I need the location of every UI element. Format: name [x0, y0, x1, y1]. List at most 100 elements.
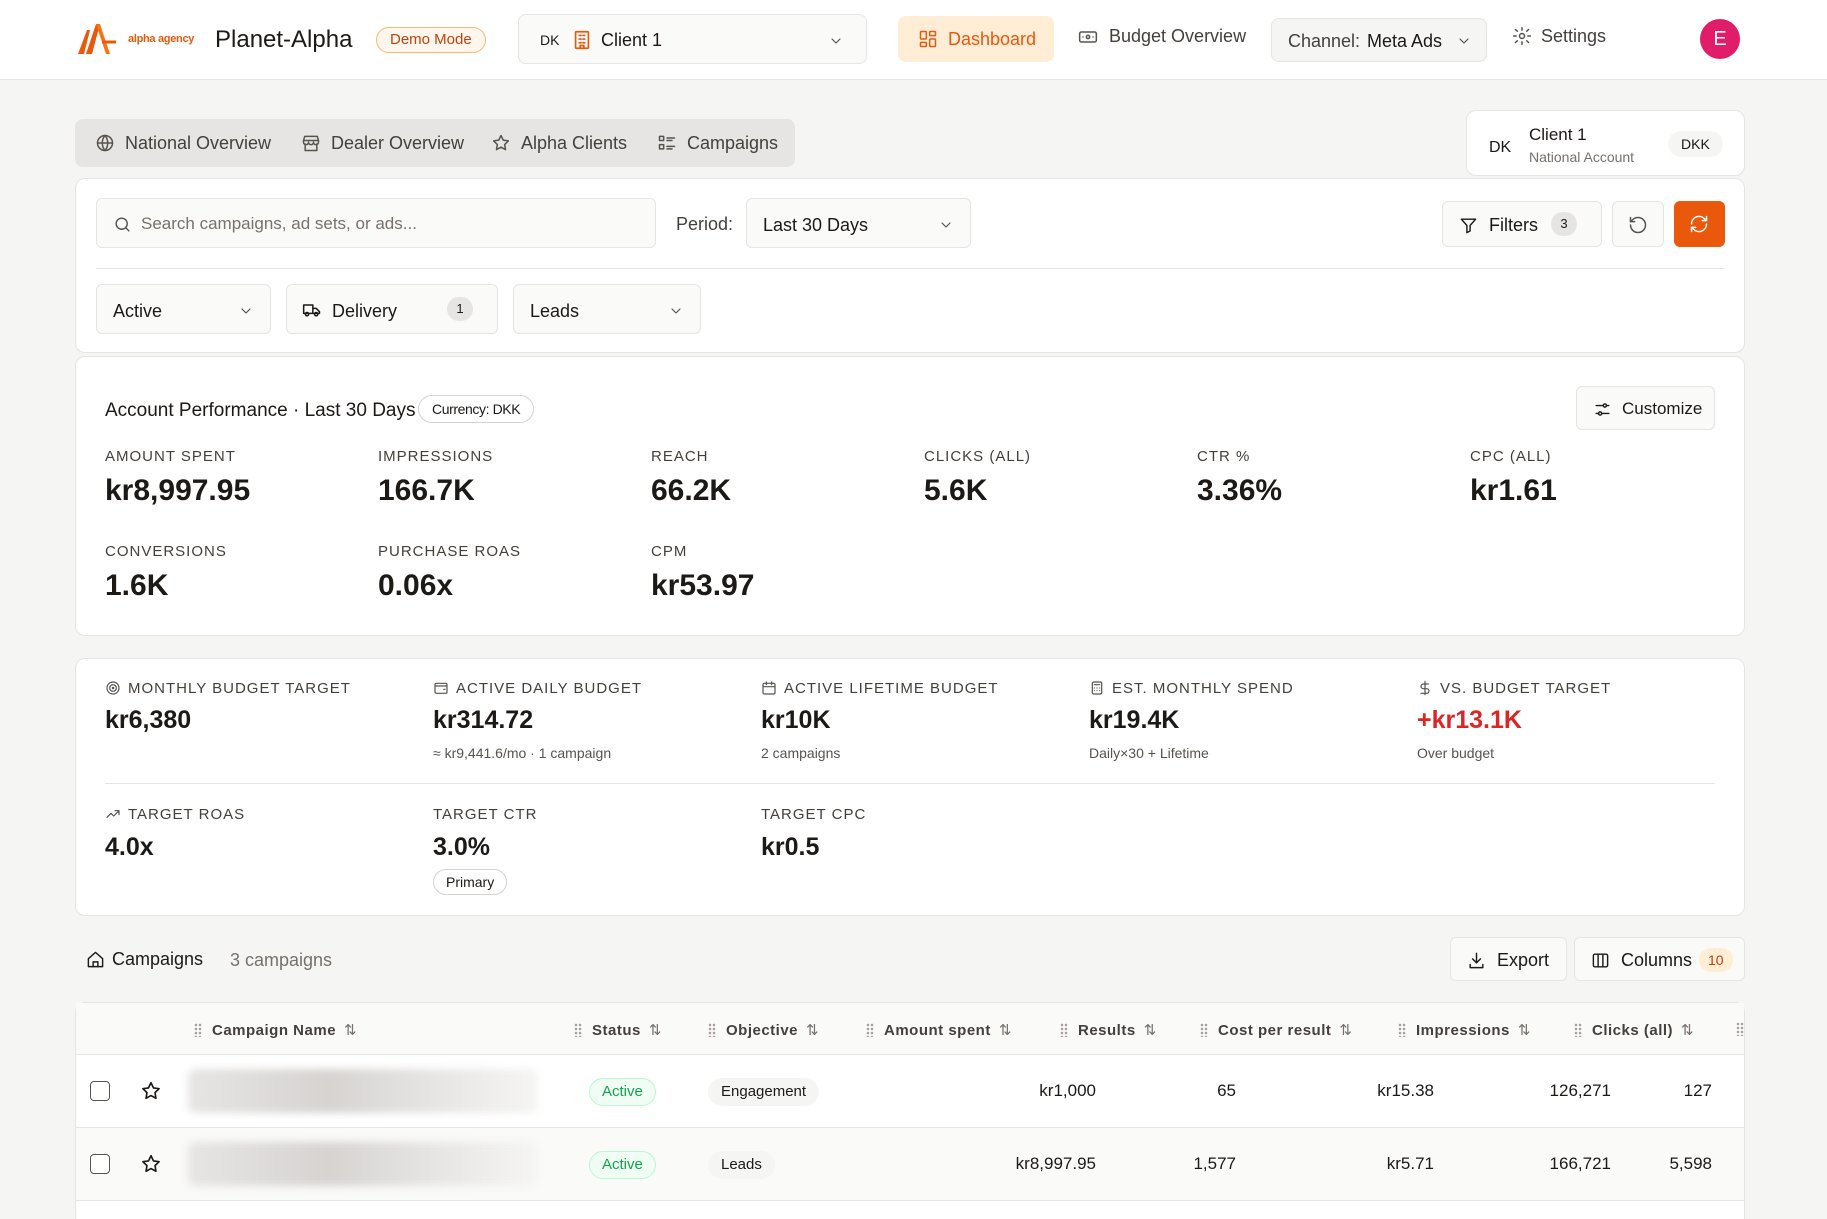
- budget-label: ACTIVE LIFETIME BUDGET: [761, 680, 999, 697]
- campaign-name-redacted[interactable]: [188, 1142, 538, 1186]
- nav-dashboard[interactable]: Dashboard: [898, 16, 1054, 62]
- filters-button[interactable]: Filters 3: [1442, 201, 1602, 247]
- objective-filter-select[interactable]: Leads: [513, 284, 701, 334]
- objective-badge: Leads: [708, 1151, 775, 1179]
- target-value: 3.0%: [433, 833, 490, 861]
- col-header-status[interactable]: Status ⇅: [574, 1021, 662, 1039]
- budget-label: ACTIVE DAILY BUDGET: [433, 680, 642, 697]
- export-button[interactable]: Export: [1450, 937, 1567, 981]
- performance-title: Account Performance · Last 30 Days: [105, 400, 416, 421]
- calculator-icon: [1091, 681, 1103, 695]
- table-row[interactable]: Active Engagement kr1,000 65 kr15.38 126…: [76, 1055, 1744, 1128]
- campaigns-count: 3 campaigns: [230, 950, 333, 970]
- columns-count-badge: 10: [1699, 948, 1733, 972]
- col-header-campaign-name[interactable]: Campaign Name ⇅: [194, 1021, 357, 1039]
- search-box[interactable]: [96, 198, 656, 248]
- status-filter-select[interactable]: Active: [96, 284, 271, 334]
- demo-mode-badge: Demo Mode: [376, 27, 486, 53]
- budget-over-value: +kr13.1K: [1417, 706, 1522, 734]
- metric-label: IMPRESSIONS: [378, 448, 494, 465]
- customize-button[interactable]: Customize: [1576, 386, 1715, 430]
- metric-value: kr53.97: [651, 569, 755, 602]
- gear-icon: [1512, 26, 1532, 46]
- budget-sub: 2 campaigns: [761, 745, 841, 761]
- campaigns-title-text: Campaigns: [112, 949, 204, 969]
- tab-label: Alpha Clients: [521, 133, 628, 153]
- list-icon: [658, 135, 676, 150]
- metric-value: 66.2K: [651, 474, 732, 507]
- metric-value: 5.6K: [924, 474, 988, 507]
- budget-label-text: EST. MONTHLY SPEND: [1112, 680, 1294, 697]
- building-icon: [574, 30, 590, 50]
- account-type: National Account: [1529, 149, 1635, 165]
- export-label: Export: [1497, 950, 1550, 970]
- cell-amount-spent: kr8,997.95: [1015, 1154, 1096, 1173]
- alpha-logo-icon[interactable]: [76, 20, 124, 56]
- col-header-results[interactable]: Results ⇅: [1060, 1021, 1157, 1039]
- chevron-down-icon: [1459, 38, 1469, 44]
- download-icon: [1469, 952, 1484, 969]
- cell-cost-per-result: kr5.71: [1386, 1154, 1434, 1173]
- col-header-clicks[interactable]: Clicks (all) ⇅: [1574, 1021, 1694, 1039]
- col-header-objective[interactable]: Objective ⇅: [708, 1021, 819, 1039]
- chevron-down-icon: [671, 308, 681, 314]
- calendar-icon: [762, 681, 776, 695]
- sliders-icon: [1595, 403, 1610, 416]
- user-avatar[interactable]: E: [1700, 19, 1740, 59]
- period-label: Period:: [676, 214, 734, 234]
- col-header-cost-per-result[interactable]: Cost per result ⇅: [1200, 1021, 1352, 1039]
- account-name: Client 1: [1529, 125, 1587, 144]
- filter-divider: [96, 268, 1725, 269]
- metric-value: 166.7K: [378, 474, 475, 507]
- row-checkbox[interactable]: [90, 1154, 110, 1174]
- budget-label-text: MONTHLY BUDGET TARGET: [128, 680, 351, 697]
- metric-label: PURCHASE ROAS: [378, 543, 522, 560]
- objective-filter-value: Leads: [530, 301, 580, 321]
- budget-value: kr6,380: [105, 706, 192, 734]
- delivery-filter-select[interactable]: Delivery 1: [286, 284, 498, 334]
- account-performance-panel: [75, 356, 1745, 636]
- cell-clicks: 127: [1683, 1081, 1712, 1100]
- budget-label: MONTHLY BUDGET TARGET: [105, 680, 351, 697]
- star-icon[interactable]: [140, 1080, 162, 1102]
- search-input[interactable]: [141, 211, 641, 237]
- dollar-icon: [1420, 680, 1430, 696]
- table-row[interactable]: Active Leads kr8,997.95 1,577 kr5.71 166…: [76, 1128, 1744, 1201]
- metric-value: 3.36%: [1197, 474, 1283, 507]
- col-header-amount-spent[interactable]: Amount spent ⇅: [866, 1021, 1012, 1039]
- budget-value: kr19.4K: [1089, 706, 1180, 734]
- budget-label: EST. MONTHLY SPEND: [1089, 680, 1294, 697]
- channel-label: Channel:: [1288, 31, 1361, 51]
- period-select[interactable]: Last 30 Days: [746, 198, 971, 248]
- objective-badge: Engagement: [708, 1078, 820, 1106]
- columns-button[interactable]: Columns 10: [1574, 937, 1745, 981]
- channel-select[interactable]: Channel: Meta Ads: [1271, 18, 1487, 62]
- delivery-filter-label: Delivery: [332, 301, 398, 321]
- tab-label: Campaigns: [687, 133, 779, 153]
- cell-clicks: 5,598: [1669, 1154, 1712, 1173]
- wallet-icon: [434, 682, 448, 694]
- metric-label: CTR %: [1197, 448, 1251, 465]
- cell-impressions: 166,721: [1549, 1154, 1611, 1173]
- campaign-name-redacted[interactable]: [188, 1069, 538, 1113]
- target-label: TARGET CPC: [761, 806, 867, 823]
- target-icon: [106, 681, 120, 695]
- client-select[interactable]: DK Client 1: [518, 14, 867, 64]
- refresh-button[interactable]: [1674, 201, 1725, 247]
- logo-text: alpha agency: [128, 33, 195, 45]
- target-label: TARGET CTR: [433, 806, 538, 823]
- tab-label: National Overview: [125, 133, 272, 153]
- filter-icon: [1460, 218, 1477, 234]
- col-header-impressions[interactable]: Impressions ⇅: [1398, 1021, 1531, 1039]
- status-badge: Active: [589, 1078, 656, 1106]
- metric-value: 0.06x: [378, 569, 454, 602]
- budget-label-text: ACTIVE DAILY BUDGET: [456, 680, 642, 697]
- col-header-more[interactable]: [1736, 1021, 1744, 1038]
- star-icon[interactable]: [140, 1153, 162, 1175]
- account-card[interactable]: DK Client 1 National Account DKK: [1466, 110, 1745, 176]
- chevron-down-icon: [831, 38, 841, 44]
- nav-dashboard-label: Dashboard: [948, 29, 1037, 49]
- budget-panel: [75, 658, 1745, 916]
- reset-filters-button[interactable]: [1612, 201, 1664, 247]
- row-checkbox[interactable]: [90, 1081, 110, 1101]
